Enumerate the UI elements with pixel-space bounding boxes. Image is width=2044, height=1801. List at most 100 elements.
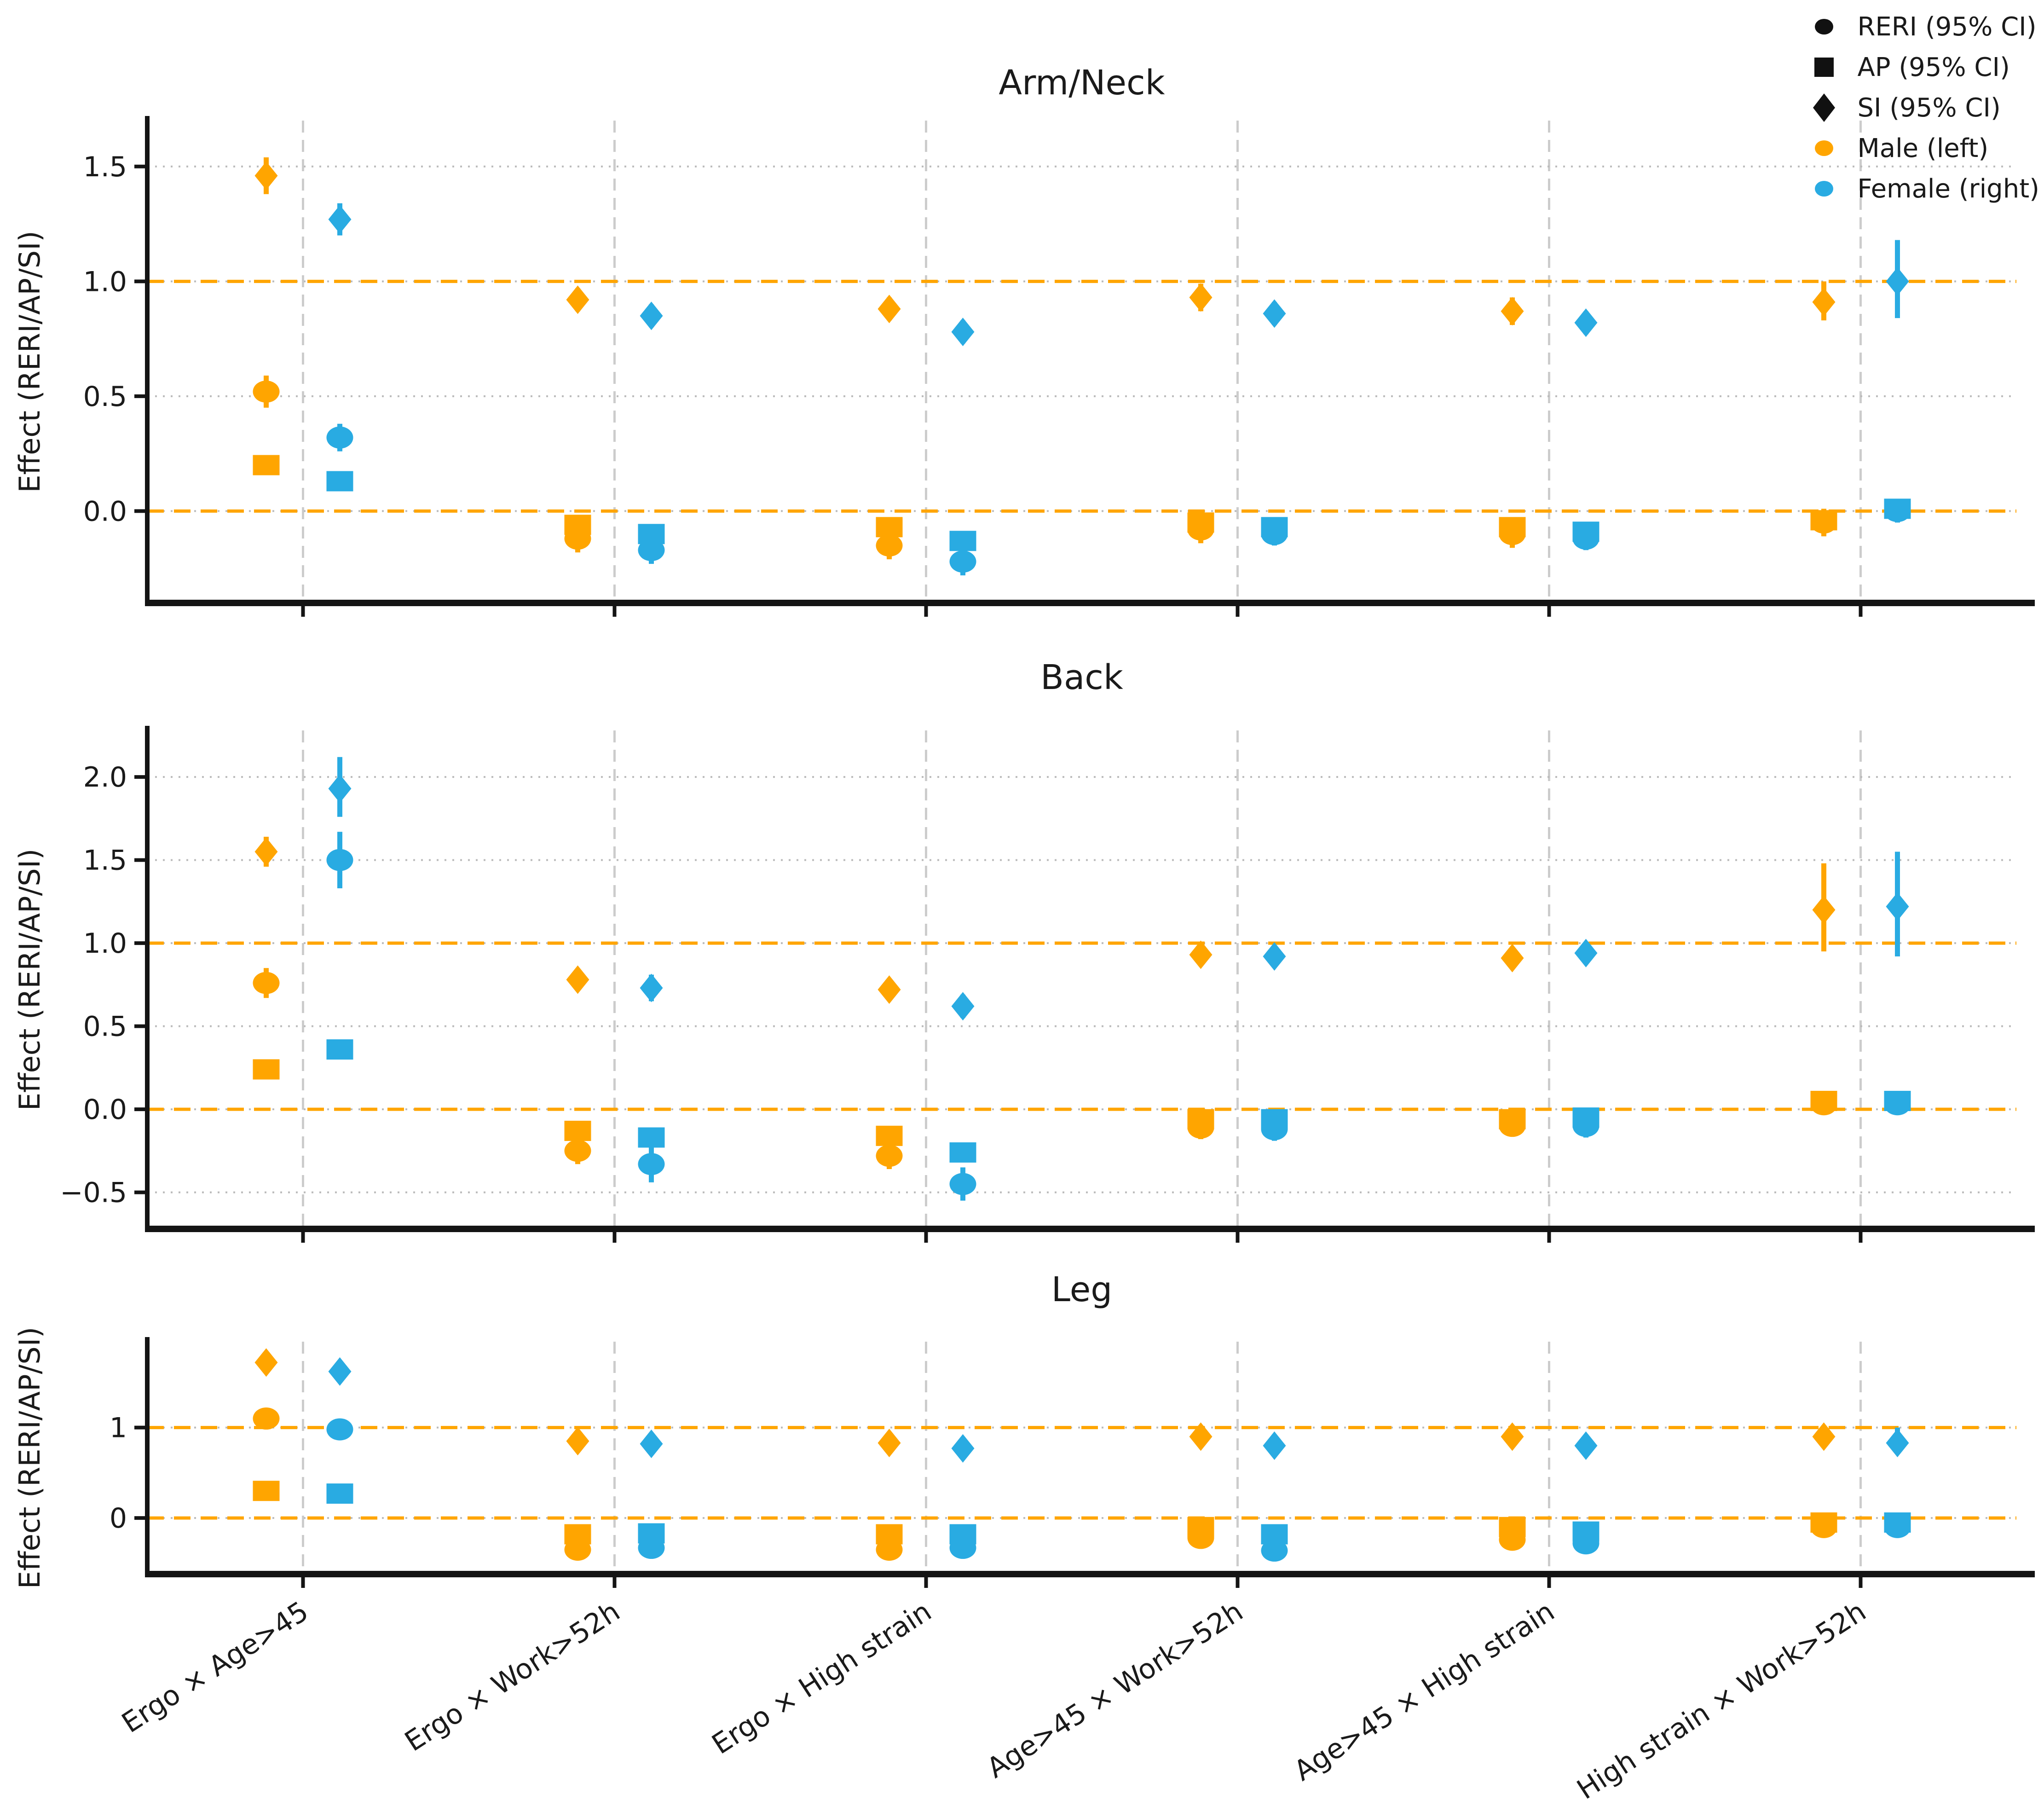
panel-leg: 0 1 Ergo × Age>45 Ergo × Work>52h Ergo × Hig… [13, 1270, 2035, 1801]
y-tick-label: 1.0 [83, 927, 127, 960]
legend: RERI (95% CI) AP (95% CI) SI (95% CI) Ma… [1803, 6, 2039, 209]
ap-marker [1187, 512, 1214, 533]
x-category-label: Ergo × Age>45 [116, 1595, 314, 1739]
ap-marker [1187, 1109, 1214, 1129]
reri-marker [949, 550, 976, 573]
si-marker [878, 295, 901, 324]
si-marker [254, 161, 278, 190]
female-ap-series [326, 1483, 1911, 1545]
ap-marker [326, 471, 353, 492]
legend-label: Male (left) [1857, 133, 1989, 163]
male-color-icon [1803, 128, 1845, 168]
reri-marker [253, 972, 280, 994]
ap-marker [564, 1121, 591, 1141]
ap-marker [949, 1524, 976, 1545]
si-marker [1812, 1422, 1836, 1451]
female-color-icon [1803, 168, 1845, 209]
female-reri-series [326, 832, 1911, 1201]
si-marker [1263, 1431, 1286, 1460]
male-si-series [254, 1348, 1836, 1458]
si-marker [1886, 267, 1909, 296]
y-tick-label: 0.5 [83, 1011, 127, 1043]
si-marker [640, 301, 663, 330]
si-marker [1886, 892, 1909, 921]
ap-marker [1499, 1517, 1526, 1537]
si-marker [1189, 940, 1213, 969]
ap-marker [1810, 1512, 1837, 1533]
si-marker [1501, 1422, 1524, 1451]
si-marker [640, 973, 663, 1002]
si-diamond-icon [1803, 87, 1845, 128]
reri-marker [564, 1140, 591, 1162]
ap-marker [253, 455, 280, 475]
y-axis-label: Effect (RERI/AP/SI) [13, 1327, 46, 1589]
si-marker [1501, 944, 1524, 973]
si-marker [951, 318, 975, 347]
y-tick-label: 1.0 [83, 266, 127, 298]
male-ap-series [253, 1059, 1837, 1146]
y-tick-label: 0.5 [83, 381, 127, 413]
reri-marker [638, 1153, 665, 1176]
ap-marker [638, 1523, 665, 1544]
ap-marker [1261, 517, 1288, 538]
si-marker [1263, 942, 1286, 971]
reri-marker [949, 1173, 976, 1195]
ap-marker [564, 515, 591, 535]
ap-marker [1499, 517, 1526, 538]
ap-marker [638, 524, 665, 544]
male-ap-series [253, 1481, 1837, 1545]
ap-marker [949, 1142, 976, 1163]
ap-marker [326, 1039, 353, 1060]
si-marker [1501, 297, 1524, 326]
si-marker [1574, 938, 1598, 967]
si-marker [254, 837, 278, 866]
legend-item-female: Female (right) [1803, 168, 2039, 209]
panel-title: Leg [1051, 1270, 1112, 1309]
si-marker [1574, 1431, 1598, 1460]
reri-circle-icon [1803, 6, 1845, 47]
female-si-series [328, 757, 1909, 1021]
si-marker [640, 1430, 663, 1459]
ap-marker [1810, 510, 1837, 531]
male-reri-series [253, 968, 1837, 1170]
reri-marker [326, 849, 353, 871]
si-marker [328, 774, 352, 803]
reri-marker [326, 1418, 353, 1441]
si-marker [1263, 299, 1286, 328]
reri-marker [326, 426, 353, 449]
si-marker [951, 1434, 975, 1463]
ap-marker [326, 1483, 353, 1504]
legend-item-male: Male (left) [1803, 128, 2039, 168]
panel-arm-neck: 0.0 0.5 1.0 1.5 Arm/Neck Effect (RERI/AP/SI) [13, 63, 2035, 617]
x-category-label: Age>45 × Work>52h [981, 1595, 1248, 1784]
si-marker [1812, 895, 1836, 924]
si-marker [1189, 1422, 1213, 1451]
male-si-series [254, 157, 1836, 326]
female-ap-series [326, 1039, 1911, 1163]
y-tick-label: −0.5 [60, 1177, 127, 1209]
ap-marker [1572, 1107, 1599, 1128]
reri-marker [876, 1145, 903, 1167]
y-tick-label: 1.5 [83, 151, 127, 183]
ap-marker [876, 1125, 903, 1146]
x-category-label: Ergo × High strain [706, 1595, 937, 1761]
ap-marker [1810, 1091, 1837, 1112]
panel-title: Arm/Neck [999, 63, 1165, 103]
ap-marker [949, 531, 976, 551]
si-marker [328, 205, 352, 234]
si-marker [1574, 308, 1598, 337]
ap-marker [1261, 1524, 1288, 1545]
legend-label: AP (95% CI) [1857, 52, 2010, 82]
reri-marker [253, 1407, 280, 1430]
y-tick-label: 0.0 [83, 1094, 127, 1126]
ap-marker [638, 1127, 665, 1148]
panel-title: Back [1040, 658, 1123, 697]
panel-back: −0.5 0.0 0.5 1.0 1.5 2.0 Back Effect (RERI/AP/S… [13, 658, 2035, 1243]
ap-marker [876, 517, 903, 538]
ap-marker [1884, 1512, 1911, 1533]
legend-item-si: SI (95% CI) [1803, 87, 2039, 128]
x-category-label: High strain × Work>52h [1571, 1595, 1872, 1801]
female-ap-series [326, 471, 1911, 551]
legend-item-ap: AP (95% CI) [1803, 47, 2039, 87]
ap-marker [1572, 1521, 1599, 1542]
